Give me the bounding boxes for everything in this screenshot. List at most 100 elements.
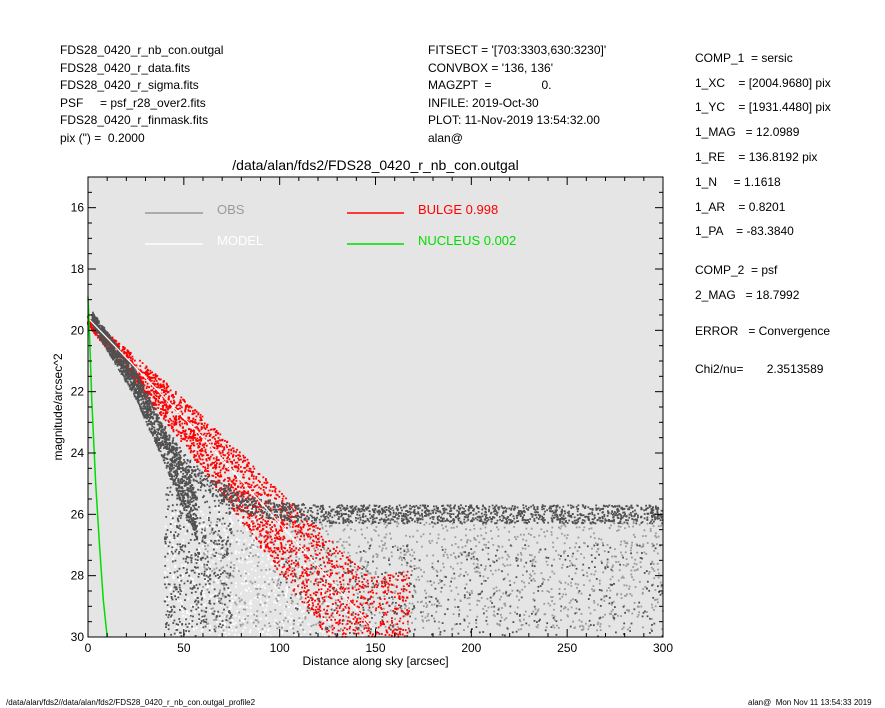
bulge-point [389, 574, 392, 577]
obs-light-point [551, 570, 554, 573]
obs-faint-point [258, 527, 261, 529]
obs-light-point [309, 533, 312, 536]
obs-light-point [304, 578, 307, 580]
obs-light-point [282, 619, 285, 622]
obs-light-point [459, 568, 462, 570]
obs-light-point [214, 543, 216, 545]
bulge-point [168, 395, 170, 398]
obs-faint-point [267, 558, 270, 560]
obs-light-point [579, 625, 581, 628]
obs-light-point [570, 581, 572, 584]
obs-light-point [290, 530, 293, 533]
obs-faint-point [176, 626, 179, 628]
obs-light-point [520, 553, 523, 556]
bulge-point [121, 349, 124, 352]
bulge-point [190, 437, 193, 439]
bulge-point [325, 581, 327, 584]
bulge-point [155, 395, 158, 398]
bulge-point [181, 422, 184, 425]
obs-light-point [596, 623, 599, 626]
bulge-point [168, 398, 170, 400]
bulge-point [373, 586, 376, 588]
obs-light-point [542, 581, 544, 584]
obs-faint-point [231, 522, 234, 525]
obs-light-point [334, 599, 337, 602]
obs-light-point [580, 613, 583, 615]
obs-light-point [415, 578, 418, 581]
obs-light-point [360, 556, 363, 559]
obs-faint-point [260, 603, 263, 605]
bulge-point [225, 444, 228, 447]
obs-faint-point [211, 629, 214, 632]
bulge-point [271, 530, 274, 533]
bulge-point [333, 566, 336, 569]
bulge-point [234, 492, 237, 495]
bulge-point [139, 365, 142, 367]
bulge-point [347, 583, 349, 586]
obs-faint-point [234, 621, 237, 624]
obs-faint-point [219, 512, 221, 515]
obs-light-point [577, 536, 580, 539]
obs-faint-point [289, 626, 292, 629]
obs-faint-point [258, 631, 261, 634]
bulge-point [324, 584, 327, 587]
bulge-point [267, 520, 269, 523]
obs-light-point [254, 554, 257, 557]
bulge-point [235, 455, 237, 457]
obs-faint-point [217, 554, 219, 557]
bulge-point [258, 493, 261, 495]
obs-faint-point [184, 616, 187, 619]
obs-light-point [499, 598, 501, 601]
bulge-point [363, 615, 366, 618]
bulge-point [240, 493, 243, 496]
bulge-point [221, 445, 224, 448]
bulge-point [286, 577, 288, 580]
obs-light-point [357, 617, 360, 620]
obs-faint-point [194, 611, 196, 613]
bulge-point [385, 602, 388, 605]
obs-light-point [441, 524, 443, 527]
obs-light-point [543, 613, 546, 616]
obs-faint-point [231, 629, 234, 632]
bulge-point [195, 438, 197, 441]
bulge-point [140, 376, 142, 379]
bulge-point [269, 535, 272, 538]
obs-light-point [464, 545, 467, 547]
bulge-point [195, 410, 198, 413]
bulge-point [280, 544, 283, 546]
obs-faint-point [246, 562, 249, 564]
bulge-point [302, 582, 305, 585]
bulge-point [346, 568, 349, 570]
bulge-point [175, 416, 177, 418]
bulge-point [164, 404, 166, 406]
obs-light-point [629, 626, 631, 629]
obs-light-point [565, 537, 568, 540]
bulge-point [271, 541, 273, 544]
obs-faint-point [201, 535, 203, 538]
bulge-point [257, 479, 260, 482]
obs-light-point [361, 576, 364, 579]
bulge-point [122, 346, 125, 349]
obs-light-point [551, 596, 554, 598]
obs-light-point [516, 606, 519, 609]
obs-light-point [553, 619, 556, 621]
obs-light-point [590, 527, 593, 530]
bulge-point [311, 572, 314, 575]
obs-faint-point [236, 567, 238, 569]
obs-faint-point [234, 633, 236, 636]
bulge-point [326, 574, 329, 577]
obs-faint-point [265, 608, 268, 611]
bulge-point [247, 490, 250, 493]
bulge-point [338, 550, 341, 553]
bulge-point [223, 448, 225, 451]
obs-light-point [369, 621, 371, 623]
obs-light-point [593, 537, 596, 540]
obs-faint-point [232, 623, 235, 625]
obs-light-point [407, 548, 409, 551]
bulge-point [289, 549, 292, 552]
obs-light-point [232, 570, 235, 572]
obs-light-point [570, 584, 573, 587]
obs-light-point [553, 615, 556, 618]
obs-faint-point [273, 622, 276, 625]
obs-faint-point [252, 536, 255, 538]
